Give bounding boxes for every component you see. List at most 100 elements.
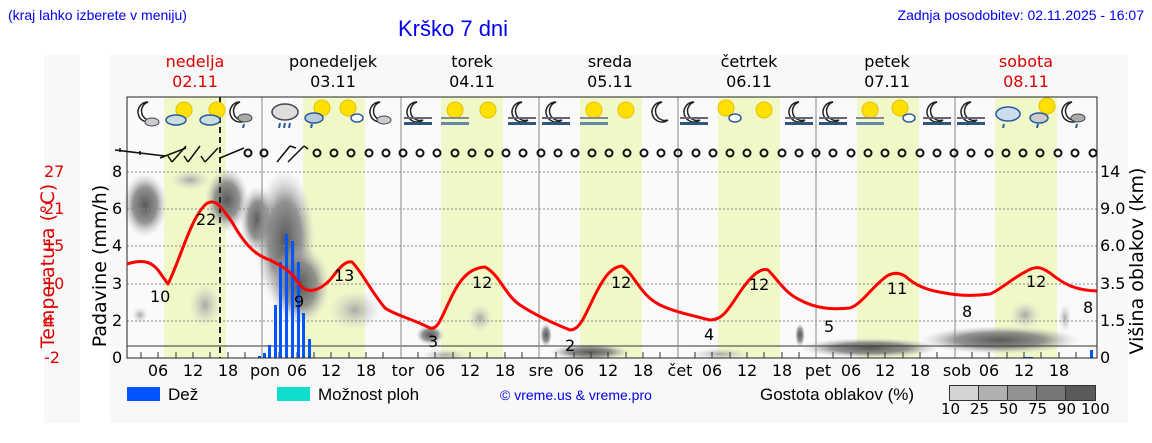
x-tick: sre <box>528 361 554 380</box>
day-label: sreda 05.11 <box>550 52 670 92</box>
day-date: 04.11 <box>449 72 495 91</box>
day-date: 07.11 <box>864 72 910 91</box>
storm-legend-label: Možnost ploh <box>318 385 420 404</box>
moon-cloud-icon <box>137 101 160 127</box>
x-tick: 06 <box>286 361 308 380</box>
temp-label: 2 <box>565 336 576 355</box>
sun-small-cloud-icon <box>891 99 916 123</box>
x-tick: 18 <box>1048 361 1070 380</box>
cloud-rain-heavy-icon <box>271 103 299 129</box>
cloud-height-tick: 0 <box>1100 348 1111 367</box>
x-tick: tor <box>391 361 415 380</box>
x-tick: 18 <box>632 361 654 380</box>
temperature-axis-label: Temperatura (°C) <box>37 183 59 349</box>
cloud-scale-90 <box>1065 385 1096 401</box>
sun-fog-icon <box>441 101 469 125</box>
precip-tick: 0 <box>112 348 123 367</box>
cloud-height-axis-label: Višina oblakov (km) <box>1126 167 1148 355</box>
temp-label: 13 <box>334 266 355 285</box>
day-name: četrtek <box>720 52 778 71</box>
cloud-density-label: Gostota oblakov (%) <box>760 385 915 404</box>
sun-cloud-icon <box>165 101 193 126</box>
day-label: nedelja 02.11 <box>135 52 255 92</box>
moon-cloud-icon <box>369 101 392 125</box>
x-tick: čet <box>667 361 693 380</box>
x-tick-marks <box>140 352 1077 358</box>
rain-legend-label: Dež <box>168 385 199 404</box>
cloud-scale-label: 50 <box>999 400 1019 418</box>
temp-label: 4 <box>704 325 715 344</box>
x-tick: 12 <box>182 361 204 380</box>
cloud-scale-10 <box>949 385 979 401</box>
x-tick: 18 <box>909 361 931 380</box>
temp-label: 12 <box>472 273 493 292</box>
precip-tick: 6 <box>112 199 123 218</box>
sun-cloud-icon <box>199 101 226 126</box>
day-name: ponedeljek <box>289 52 377 71</box>
sun-icon <box>755 101 773 119</box>
precip-tick: 2 <box>112 311 123 330</box>
day-separators <box>261 97 956 358</box>
x-tick: 18 <box>355 361 377 380</box>
x-tick: 06 <box>840 361 862 380</box>
cloud-height-tick: 14 <box>1100 162 1121 181</box>
moon-fog-icon <box>680 101 708 125</box>
temp-tick: 4 <box>44 311 55 330</box>
moon-fog-icon <box>957 101 985 125</box>
cloud-scale-label: 25 <box>970 400 990 418</box>
temp-tick: 27 <box>44 162 65 181</box>
precip-tick: 4 <box>112 236 123 255</box>
gridlines <box>127 171 1097 322</box>
x-tick: sob <box>942 361 972 380</box>
cloud-height-tick: 9.0 <box>1100 199 1126 218</box>
moon-icon <box>651 101 669 123</box>
x-tick: 06 <box>701 361 723 380</box>
day-name: sobota <box>998 52 1054 71</box>
x-tick: 06 <box>147 361 169 380</box>
x-tick: 12 <box>459 361 481 380</box>
temp-label: 11 <box>887 279 908 298</box>
temp-tick: 15 <box>44 236 65 255</box>
sun-fog-icon <box>856 101 884 125</box>
day-label: ponedeljek 03.11 <box>273 52 393 92</box>
temp-label: 12 <box>749 275 770 294</box>
day-date: 06.11 <box>726 72 772 91</box>
cloud-rain-icon <box>995 106 1021 129</box>
moon-fog-icon <box>404 101 432 125</box>
day-name: nedelja <box>165 52 225 71</box>
temp-tick: 21 <box>44 199 65 218</box>
temp-label: 8 <box>962 302 973 321</box>
copyright-link[interactable]: © vreme.us & vreme.pro <box>500 387 652 403</box>
moon-cloud-rain-icon <box>1061 101 1086 129</box>
storm-swatch <box>277 387 310 401</box>
sun-icon <box>617 101 635 119</box>
last-update-timestamp: Zadnja posodobitev: 02.11.2025 - 16:07 <box>897 7 1144 23</box>
x-tick: 06 <box>978 361 1000 380</box>
sun-small-cloud-icon <box>339 99 364 123</box>
temp-tick: -2 <box>44 348 60 367</box>
moon-fog-icon <box>819 101 847 125</box>
daylight-bands <box>164 97 1057 358</box>
cloud-scale-label: 10 <box>941 400 961 418</box>
temp-label: 8 <box>1083 298 1094 317</box>
x-tick: pet <box>804 361 832 380</box>
day-name: torek <box>451 52 493 71</box>
x-tick: 12 <box>597 361 619 380</box>
wind-row <box>114 145 309 163</box>
cloud-scale-label: 75 <box>1028 400 1048 418</box>
page-title: Krško 7 dni <box>398 16 509 41</box>
temp-label: 22 <box>196 210 217 229</box>
temp-label: 3 <box>428 332 439 351</box>
location-menu-note[interactable]: (kraj lahko izberete v meniju) <box>8 7 187 23</box>
temp-label: 9 <box>294 292 305 311</box>
cloud-scale-label: 90 <box>1057 400 1077 418</box>
precip-axis-label: Padavine (mm/h) <box>89 184 111 348</box>
x-tick: 12 <box>874 361 896 380</box>
sun-icon <box>479 101 497 119</box>
x-tick: 12 <box>1013 361 1035 380</box>
cloud-scale-label: 100 <box>1081 400 1110 418</box>
x-tick: 06 <box>563 361 585 380</box>
cloud-scale-50 <box>1007 385 1037 401</box>
day-name: petek <box>864 52 910 71</box>
